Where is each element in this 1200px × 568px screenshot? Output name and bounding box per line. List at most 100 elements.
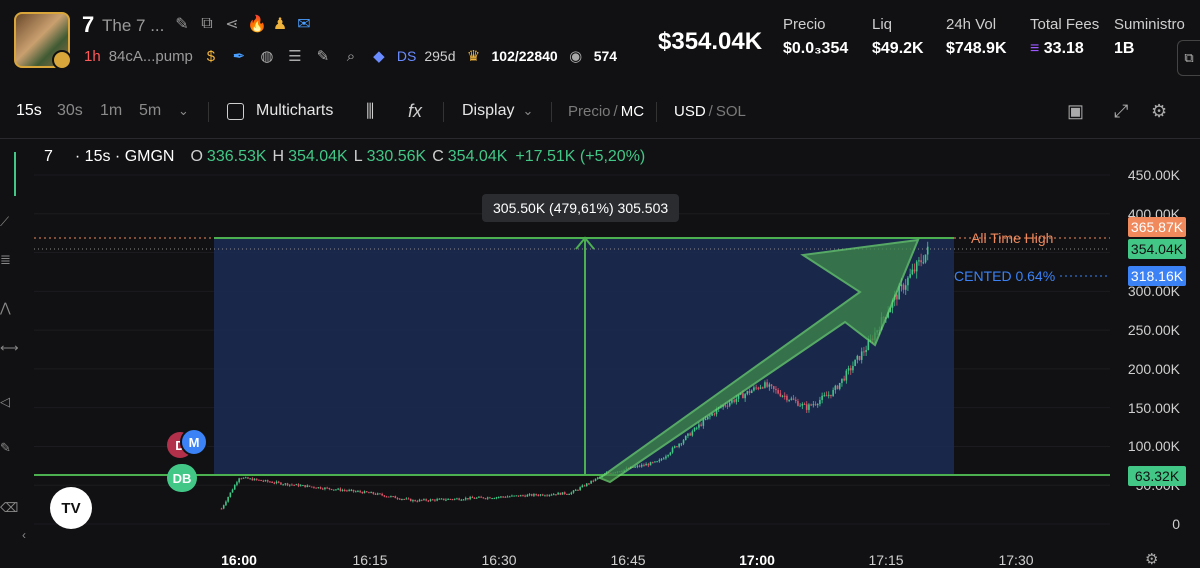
candle-body	[260, 479, 262, 481]
tf-1m[interactable]: 1m	[100, 102, 123, 119]
candle-body	[781, 395, 784, 397]
candle-body	[484, 498, 487, 500]
candle-body	[341, 490, 344, 492]
dollar-icon[interactable]: $	[206, 47, 216, 65]
search-icon[interactable]: ⌕	[346, 47, 356, 65]
collapse-arrow-icon[interactable]: ‹	[22, 528, 26, 542]
candle-body	[777, 390, 779, 394]
dev-age: 295d	[424, 48, 456, 64]
candle-body	[467, 498, 469, 500]
token-avatar[interactable]	[14, 12, 72, 70]
multicharts-toggle[interactable]: Multicharts	[227, 94, 333, 128]
list-icon[interactable]: ☰	[288, 48, 302, 65]
fullscreen-icon[interactable]: ⤢	[1114, 100, 1129, 121]
eraser-tool-icon[interactable]: ⌫	[0, 500, 19, 515]
candle-body	[656, 461, 658, 463]
currency-toggle[interactable]: USD / SOL	[674, 94, 746, 128]
candle-body	[924, 254, 927, 263]
candle-body	[643, 464, 645, 466]
timeframe-dropdown-icon[interactable]: ⌄	[178, 103, 189, 118]
stat-value: ≡ 33.18	[1030, 40, 1099, 58]
sol-option[interactable]: SOL	[715, 102, 746, 120]
function-icon[interactable]: fx	[408, 100, 423, 121]
candle-body	[790, 398, 793, 400]
mc-option[interactable]: MC	[620, 102, 645, 120]
candle-body	[539, 494, 542, 496]
cented-annotation: CENTED 0.64%	[954, 268, 1056, 284]
trend-arrow-drawing[interactable]	[597, 238, 920, 484]
candle-body	[552, 494, 555, 496]
settings-gear-icon[interactable]: ⚙	[1151, 100, 1168, 121]
brush-tool-icon[interactable]: ✎	[0, 440, 11, 455]
candle-body	[834, 385, 837, 391]
candle-body	[368, 492, 370, 494]
candle-body	[858, 355, 861, 360]
stat-label: 24h Vol	[946, 16, 997, 33]
candle-body	[348, 490, 350, 492]
edit-icon[interactable]: ✎	[175, 16, 189, 33]
tf-15s[interactable]: 15s	[16, 102, 42, 119]
stat-label: Precio	[783, 16, 826, 33]
candle-body	[500, 496, 502, 498]
candle-body	[702, 419, 705, 426]
camera-icon[interactable]: ▣	[1067, 100, 1085, 121]
price-option[interactable]: Precio	[568, 102, 611, 120]
candle-body	[799, 405, 801, 407]
candle-body	[682, 440, 685, 444]
tf-5m[interactable]: 5m	[139, 102, 162, 119]
copy-side-icon[interactable]: ⧉	[1177, 40, 1200, 76]
candle-body	[405, 498, 408, 500]
candle-body	[297, 484, 300, 487]
copy-icon[interactable]: ⧉	[201, 15, 213, 32]
feather-icon[interactable]: ✒	[232, 48, 246, 65]
candle-body	[449, 498, 452, 500]
y-tick-label: 150.00K	[1127, 399, 1180, 416]
candles-icon[interactable]: ⫼	[366, 100, 375, 121]
candle-body	[704, 419, 707, 421]
candle-body	[497, 497, 500, 499]
pattern-tool-icon[interactable]: ⋀	[0, 300, 11, 315]
trendline-tool-icon[interactable]: ⟋	[0, 214, 10, 229]
candle-body	[370, 492, 372, 494]
chat-icon[interactable]: ✉	[297, 16, 311, 33]
candle-body	[464, 498, 467, 500]
checkbox-icon[interactable]	[227, 102, 244, 120]
candle-body	[502, 496, 504, 498]
candle-body	[662, 458, 665, 460]
candle-body	[295, 484, 298, 486]
candle-body	[236, 482, 238, 485]
stat-liq: Liq $49.2K	[872, 16, 924, 58]
candle-body	[269, 481, 271, 483]
candle-body	[654, 461, 656, 463]
y-tick-label: 200.00K	[1127, 360, 1180, 377]
chart-settings-gear-icon[interactable]: ⚙	[1145, 551, 1159, 568]
tf-30s[interactable]: 30s	[57, 102, 83, 119]
measure-tool-icon[interactable]: ⟷	[0, 340, 19, 355]
candle-body	[233, 484, 236, 490]
candle-body	[838, 382, 841, 389]
candle-body	[757, 387, 760, 389]
token-address[interactable]: 84cA...pump	[108, 47, 193, 65]
fib-tool-icon[interactable]: ≣	[0, 252, 11, 267]
dev-buy-marker[interactable]: DB	[167, 464, 197, 492]
migration-marker[interactable]: M	[180, 428, 208, 456]
globe-icon[interactable]: ◍	[260, 48, 274, 65]
crosshair-tool-icon[interactable]	[0, 152, 16, 196]
candle-body	[555, 494, 557, 496]
share-icon[interactable]: ⋖	[225, 16, 239, 33]
tweet-icon[interactable]: ✎	[316, 48, 330, 65]
candle-body	[299, 485, 302, 487]
candle-body	[264, 480, 267, 482]
text-tool-icon[interactable]: ◁	[0, 394, 10, 409]
candle-body	[434, 499, 436, 501]
candle-body	[706, 416, 709, 420]
candle-body	[401, 499, 403, 501]
tradingview-logo-icon[interactable]: TV	[50, 487, 92, 529]
y-tick-label: 0	[1172, 516, 1180, 532]
usd-option[interactable]: USD	[674, 102, 706, 120]
display-menu[interactable]: Display ⌄	[462, 94, 533, 128]
candle-body	[574, 489, 577, 491]
candle-body	[764, 382, 766, 388]
price-mc-toggle[interactable]: Precio / MC	[568, 94, 644, 128]
